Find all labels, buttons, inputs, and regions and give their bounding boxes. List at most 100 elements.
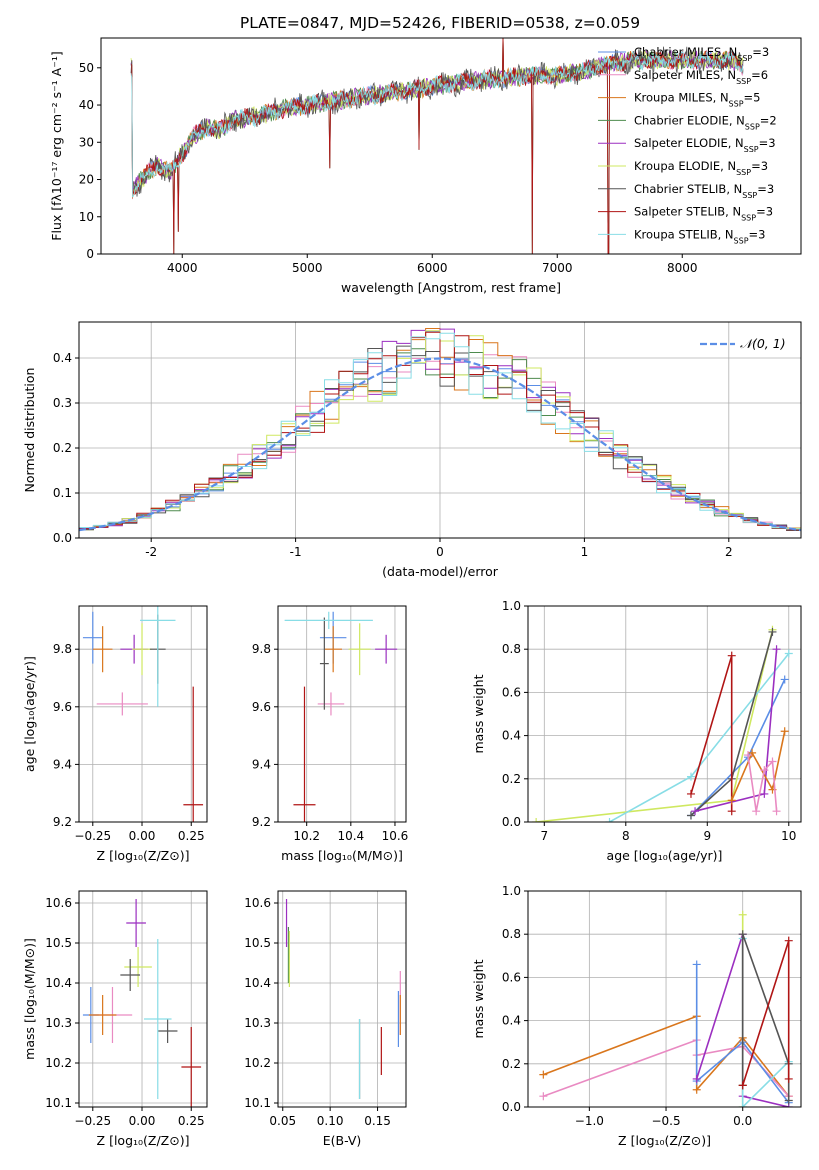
y-tick-label: 10.6 bbox=[244, 896, 271, 910]
series-line bbox=[609, 653, 790, 822]
x-tick-label: −1.0 bbox=[575, 1114, 604, 1128]
legend-label-kroupa-elodie: Kroupa ELODIE, NSSP=3 bbox=[634, 159, 768, 177]
y-tick-label: 0 bbox=[86, 247, 94, 261]
y-tick-label: 0.4 bbox=[502, 1014, 521, 1028]
series-marker bbox=[727, 807, 736, 816]
axes-frame bbox=[277, 890, 407, 1108]
x-tick-label: 10.2 bbox=[293, 829, 320, 843]
x-axis-label: E(B-V) bbox=[323, 1133, 362, 1148]
series-chabrier-stelib bbox=[738, 930, 793, 1105]
y-tick-label: 0.2 bbox=[53, 441, 72, 455]
y-tick-label: 0.8 bbox=[502, 642, 521, 656]
y-tick-label: 9.8 bbox=[53, 642, 72, 656]
x-tick-label: -2 bbox=[145, 545, 157, 559]
x-axis-label: age [log₁₀(age/yr)] bbox=[607, 848, 723, 863]
y-tick-label: 10 bbox=[79, 210, 94, 224]
x-tick-label: −0.25 bbox=[74, 1114, 111, 1128]
panel-age_vs_Z: −0.25 0.00 0.25 9.2 9.4 9.6 9.8 Z [log₁₀(Z/Z⊙)]… bbox=[22, 605, 208, 863]
series-salpeter-miles bbox=[744, 751, 781, 816]
y-tick-label: 10.5 bbox=[244, 936, 271, 950]
errorbar-kroupa-stelib bbox=[143, 939, 172, 1099]
series-kroupa-stelib bbox=[605, 649, 793, 822]
errorbar-salpeter-elodie bbox=[126, 899, 146, 947]
x-tick-label: 0.25 bbox=[178, 829, 205, 843]
errorbar-chabrier-stelib bbox=[120, 959, 141, 991]
y-axis-label: mass weight bbox=[471, 959, 486, 1038]
x-tick-label: 2 bbox=[725, 545, 733, 559]
x-tick-label: 7000 bbox=[542, 261, 573, 275]
x-tick-label: 10.6 bbox=[382, 829, 409, 843]
errorbar-salpeter-stelib bbox=[183, 686, 204, 822]
spectrum-legend: Chabrier MILES, NSSP=3 Salpeter MILES, NS… bbox=[598, 45, 777, 245]
series-marker bbox=[539, 1070, 548, 1079]
legend-label-chabrier-miles: Chabrier MILES, NSSP=3 bbox=[634, 45, 769, 63]
errorbar-kroupa-miles bbox=[324, 626, 342, 673]
y-axis-label: Normed distribution bbox=[22, 368, 37, 493]
series-marker bbox=[532, 818, 541, 822]
series-marker bbox=[744, 751, 753, 760]
y-tick-label: 40 bbox=[79, 98, 94, 112]
series-marker bbox=[780, 727, 789, 736]
series-chabrier-miles bbox=[686, 675, 789, 820]
x-tick-label: 6000 bbox=[417, 261, 448, 275]
figure-title: PLATE=0847, MJD=52426, FIBERID=0538, z=0… bbox=[240, 14, 640, 32]
x-tick-label: −0.5 bbox=[651, 1114, 680, 1128]
y-tick-label: 0.6 bbox=[502, 685, 521, 699]
series-marker bbox=[784, 649, 793, 658]
series-marker bbox=[692, 1085, 701, 1094]
y-tick-label: 10.1 bbox=[45, 1096, 72, 1110]
series-marker bbox=[784, 1096, 793, 1105]
series-marker bbox=[760, 766, 769, 775]
y-tick-label: 10.2 bbox=[45, 1056, 72, 1070]
errorbar-chabrier-stelib bbox=[319, 617, 329, 710]
y-axis-label: Flux [fλ10⁻¹⁷ erg cm⁻² s⁻¹ A⁻¹] bbox=[49, 51, 64, 240]
axes-frame bbox=[527, 890, 802, 1108]
series-marker bbox=[772, 645, 781, 654]
y-tick-label: 9.6 bbox=[252, 700, 271, 714]
x-tick-label: 9 bbox=[703, 829, 711, 843]
y-tick-label: 10.4 bbox=[244, 976, 271, 990]
x-axis-label: (data-model)/error bbox=[382, 564, 499, 579]
y-tick-label: 0.0 bbox=[502, 815, 521, 829]
x-tick-label: 0 bbox=[436, 545, 444, 559]
x-axis-label: Z [log₁₀(Z/Z⊙)] bbox=[97, 1133, 190, 1148]
series-line bbox=[741, 933, 790, 1101]
y-tick-label: 0.2 bbox=[502, 1057, 521, 1071]
errorbar-salpeter-elodie bbox=[375, 634, 398, 664]
axes-frame bbox=[277, 605, 407, 823]
legend-label-salpeter-stelib: Salpeter STELIB, NSSP=3 bbox=[634, 205, 773, 223]
y-tick-label: 0.4 bbox=[502, 729, 521, 743]
y-axis-label: mass [log₁₀(M/M⊙)] bbox=[22, 938, 37, 1060]
x-tick-label: 0.15 bbox=[364, 1114, 391, 1128]
series-salpeter-stelib bbox=[738, 936, 793, 1090]
errorbar-kroupa-elodie bbox=[124, 947, 152, 987]
y-tick-label: 0.2 bbox=[502, 772, 521, 786]
errorbar-salpeter-stelib bbox=[181, 1027, 202, 1107]
errorbar-chabrier-stelib bbox=[157, 1019, 178, 1043]
x-tick-label: 8 bbox=[622, 829, 630, 843]
panel-mass_vs_ebv: 0.05 0.10 0.15 10.1 10.2 10.3 10.4 10.5 10.6 E(B-… bbox=[244, 890, 407, 1148]
panel-age_vs_mass: 10.2 10.4 10.6 9.2 9.4 9.6 9.8 mass [log₁₀(M/M⊙… bbox=[252, 605, 409, 863]
x-tick-label: 7 bbox=[540, 829, 548, 843]
y-tick-label: 9.4 bbox=[53, 757, 72, 771]
y-tick-label: 30 bbox=[79, 135, 94, 149]
axes-frame bbox=[527, 605, 802, 823]
legend-label-kroupa-miles: Kroupa MILES, NSSP=5 bbox=[634, 91, 760, 109]
spectrum-line-chabrier-stelib bbox=[130, 38, 744, 254]
y-tick-label: 10.6 bbox=[45, 896, 72, 910]
axes-frame bbox=[78, 605, 208, 823]
y-tick-label: 0.6 bbox=[502, 970, 521, 984]
series-marker bbox=[738, 910, 747, 919]
x-tick-label: 1 bbox=[581, 545, 589, 559]
y-tick-label: 0.4 bbox=[53, 351, 72, 365]
series-marker bbox=[692, 960, 701, 969]
legend-label-chabrier-stelib: Chabrier STELIB, NSSP=3 bbox=[634, 182, 774, 200]
axes-frame bbox=[100, 37, 802, 255]
series-marker bbox=[768, 757, 777, 766]
y-axis-label: mass weight bbox=[471, 674, 486, 753]
errorbar-kroupa-stelib bbox=[284, 611, 373, 630]
x-tick-label: 0.00 bbox=[129, 829, 156, 843]
x-tick-label: 5000 bbox=[292, 261, 323, 275]
series-line bbox=[536, 629, 774, 822]
